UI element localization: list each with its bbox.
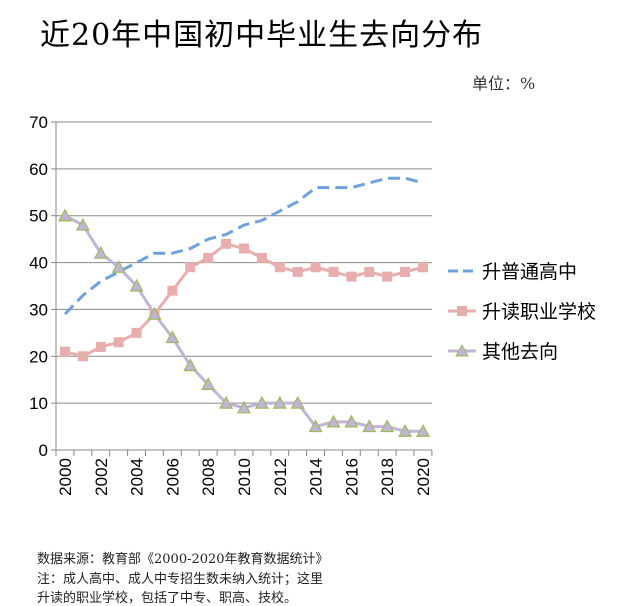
data-point-square bbox=[113, 337, 124, 348]
legend-label: 升普通高中 bbox=[482, 261, 577, 283]
source-note: 数据来源：教育部《2000-2020年教育数据统计》 bbox=[37, 552, 329, 567]
x-tick-label: 2014 bbox=[307, 458, 326, 496]
x-tick-label: 2010 bbox=[235, 458, 254, 496]
y-tick-label: 30 bbox=[29, 300, 48, 319]
legend-marker bbox=[457, 306, 467, 316]
data-point-square bbox=[310, 262, 321, 273]
chart-title: 近20年中国初中毕业生去向分布 bbox=[40, 18, 484, 53]
y-tick-label: 10 bbox=[29, 394, 48, 413]
data-point-square bbox=[95, 341, 106, 352]
data-point-triangle bbox=[129, 278, 144, 292]
data-point-triangle bbox=[236, 400, 252, 414]
data-point-triangle bbox=[344, 414, 359, 428]
legend-marker bbox=[455, 343, 469, 357]
data-point-square bbox=[221, 238, 232, 249]
data-point-square bbox=[346, 271, 357, 282]
data-point-triangle bbox=[165, 330, 180, 344]
data-point-triangle bbox=[147, 306, 162, 320]
data-point-square bbox=[292, 266, 303, 277]
data-point-triangle bbox=[111, 260, 126, 273]
data-point-triangle bbox=[308, 419, 323, 433]
note-line-2: 升读的职业学校，包括了中专、职高、技校。 bbox=[37, 591, 298, 606]
y-tick-label: 0 bbox=[39, 441, 48, 460]
x-tick-label: 2016 bbox=[342, 458, 361, 496]
y-tick-label: 40 bbox=[29, 254, 48, 273]
x-tick-label: 2012 bbox=[271, 458, 290, 496]
data-point-square bbox=[131, 327, 142, 338]
data-point-triangle bbox=[398, 424, 413, 437]
data-point-square bbox=[167, 285, 178, 296]
data-point-square bbox=[256, 252, 267, 263]
x-tick-label: 2002 bbox=[92, 458, 111, 496]
data-point-square bbox=[382, 271, 393, 282]
x-tick-label: 2006 bbox=[163, 458, 182, 496]
y-tick-label: 50 bbox=[29, 207, 48, 226]
data-point-triangle bbox=[183, 358, 198, 372]
legend-label: 升读职业学校 bbox=[482, 301, 596, 323]
x-tick-label: 2020 bbox=[414, 458, 433, 496]
data-point-square bbox=[239, 243, 249, 254]
series-line-0 bbox=[63, 176, 424, 316]
data-point-triangle bbox=[57, 208, 73, 222]
x-tick-label: 2018 bbox=[378, 458, 397, 496]
legend-label: 其他去向 bbox=[482, 341, 558, 363]
data-point-triangle bbox=[219, 395, 234, 409]
data-point-triangle bbox=[290, 395, 305, 409]
note-line-1: 注：成人高中、成人中专招生数未纳入统计；这里 bbox=[37, 572, 324, 587]
data-point-triangle bbox=[415, 424, 431, 437]
y-tick-label: 70 bbox=[29, 113, 48, 132]
data-point-square bbox=[274, 262, 285, 273]
data-point-square bbox=[77, 351, 88, 362]
y-tick-label: 20 bbox=[29, 347, 48, 366]
data-point-square bbox=[400, 266, 411, 277]
data-point-triangle bbox=[326, 414, 341, 428]
data-point-triangle bbox=[272, 395, 287, 409]
data-point-square bbox=[60, 346, 70, 357]
data-point-triangle bbox=[380, 419, 395, 433]
x-tick-label: 2000 bbox=[56, 458, 75, 496]
data-point-square bbox=[364, 266, 375, 277]
x-tick-label: 2008 bbox=[199, 458, 218, 496]
data-point-triangle bbox=[201, 377, 216, 390]
data-point-triangle bbox=[254, 395, 269, 409]
x-tick-label: 2004 bbox=[128, 458, 147, 496]
data-point-triangle bbox=[75, 217, 90, 231]
data-point-square bbox=[418, 262, 428, 273]
data-point-triangle bbox=[93, 245, 108, 259]
y-tick-label: 60 bbox=[29, 160, 48, 179]
data-point-square bbox=[185, 262, 196, 273]
data-point-square bbox=[203, 252, 214, 263]
data-point-square bbox=[328, 266, 339, 277]
data-point-triangle bbox=[362, 419, 377, 433]
unit-label: 单位：% bbox=[472, 74, 536, 93]
